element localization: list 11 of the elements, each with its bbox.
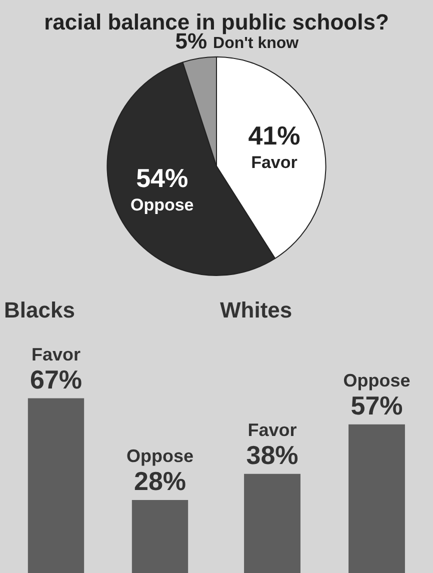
data-label: 28%: [134, 466, 186, 496]
chart-title: Whites: [220, 297, 292, 322]
data-label: 57%: [350, 390, 403, 421]
slice-label: Favor: [251, 153, 298, 172]
data-label: 41%: [248, 120, 300, 151]
data-label: 54%: [136, 162, 188, 193]
data-label: 38%: [246, 440, 298, 470]
chart-title: Blacks: [4, 297, 75, 322]
slice-label: Don't know: [213, 34, 300, 52]
data-label: 67%: [30, 364, 82, 394]
slice-label: Oppose: [130, 195, 194, 214]
